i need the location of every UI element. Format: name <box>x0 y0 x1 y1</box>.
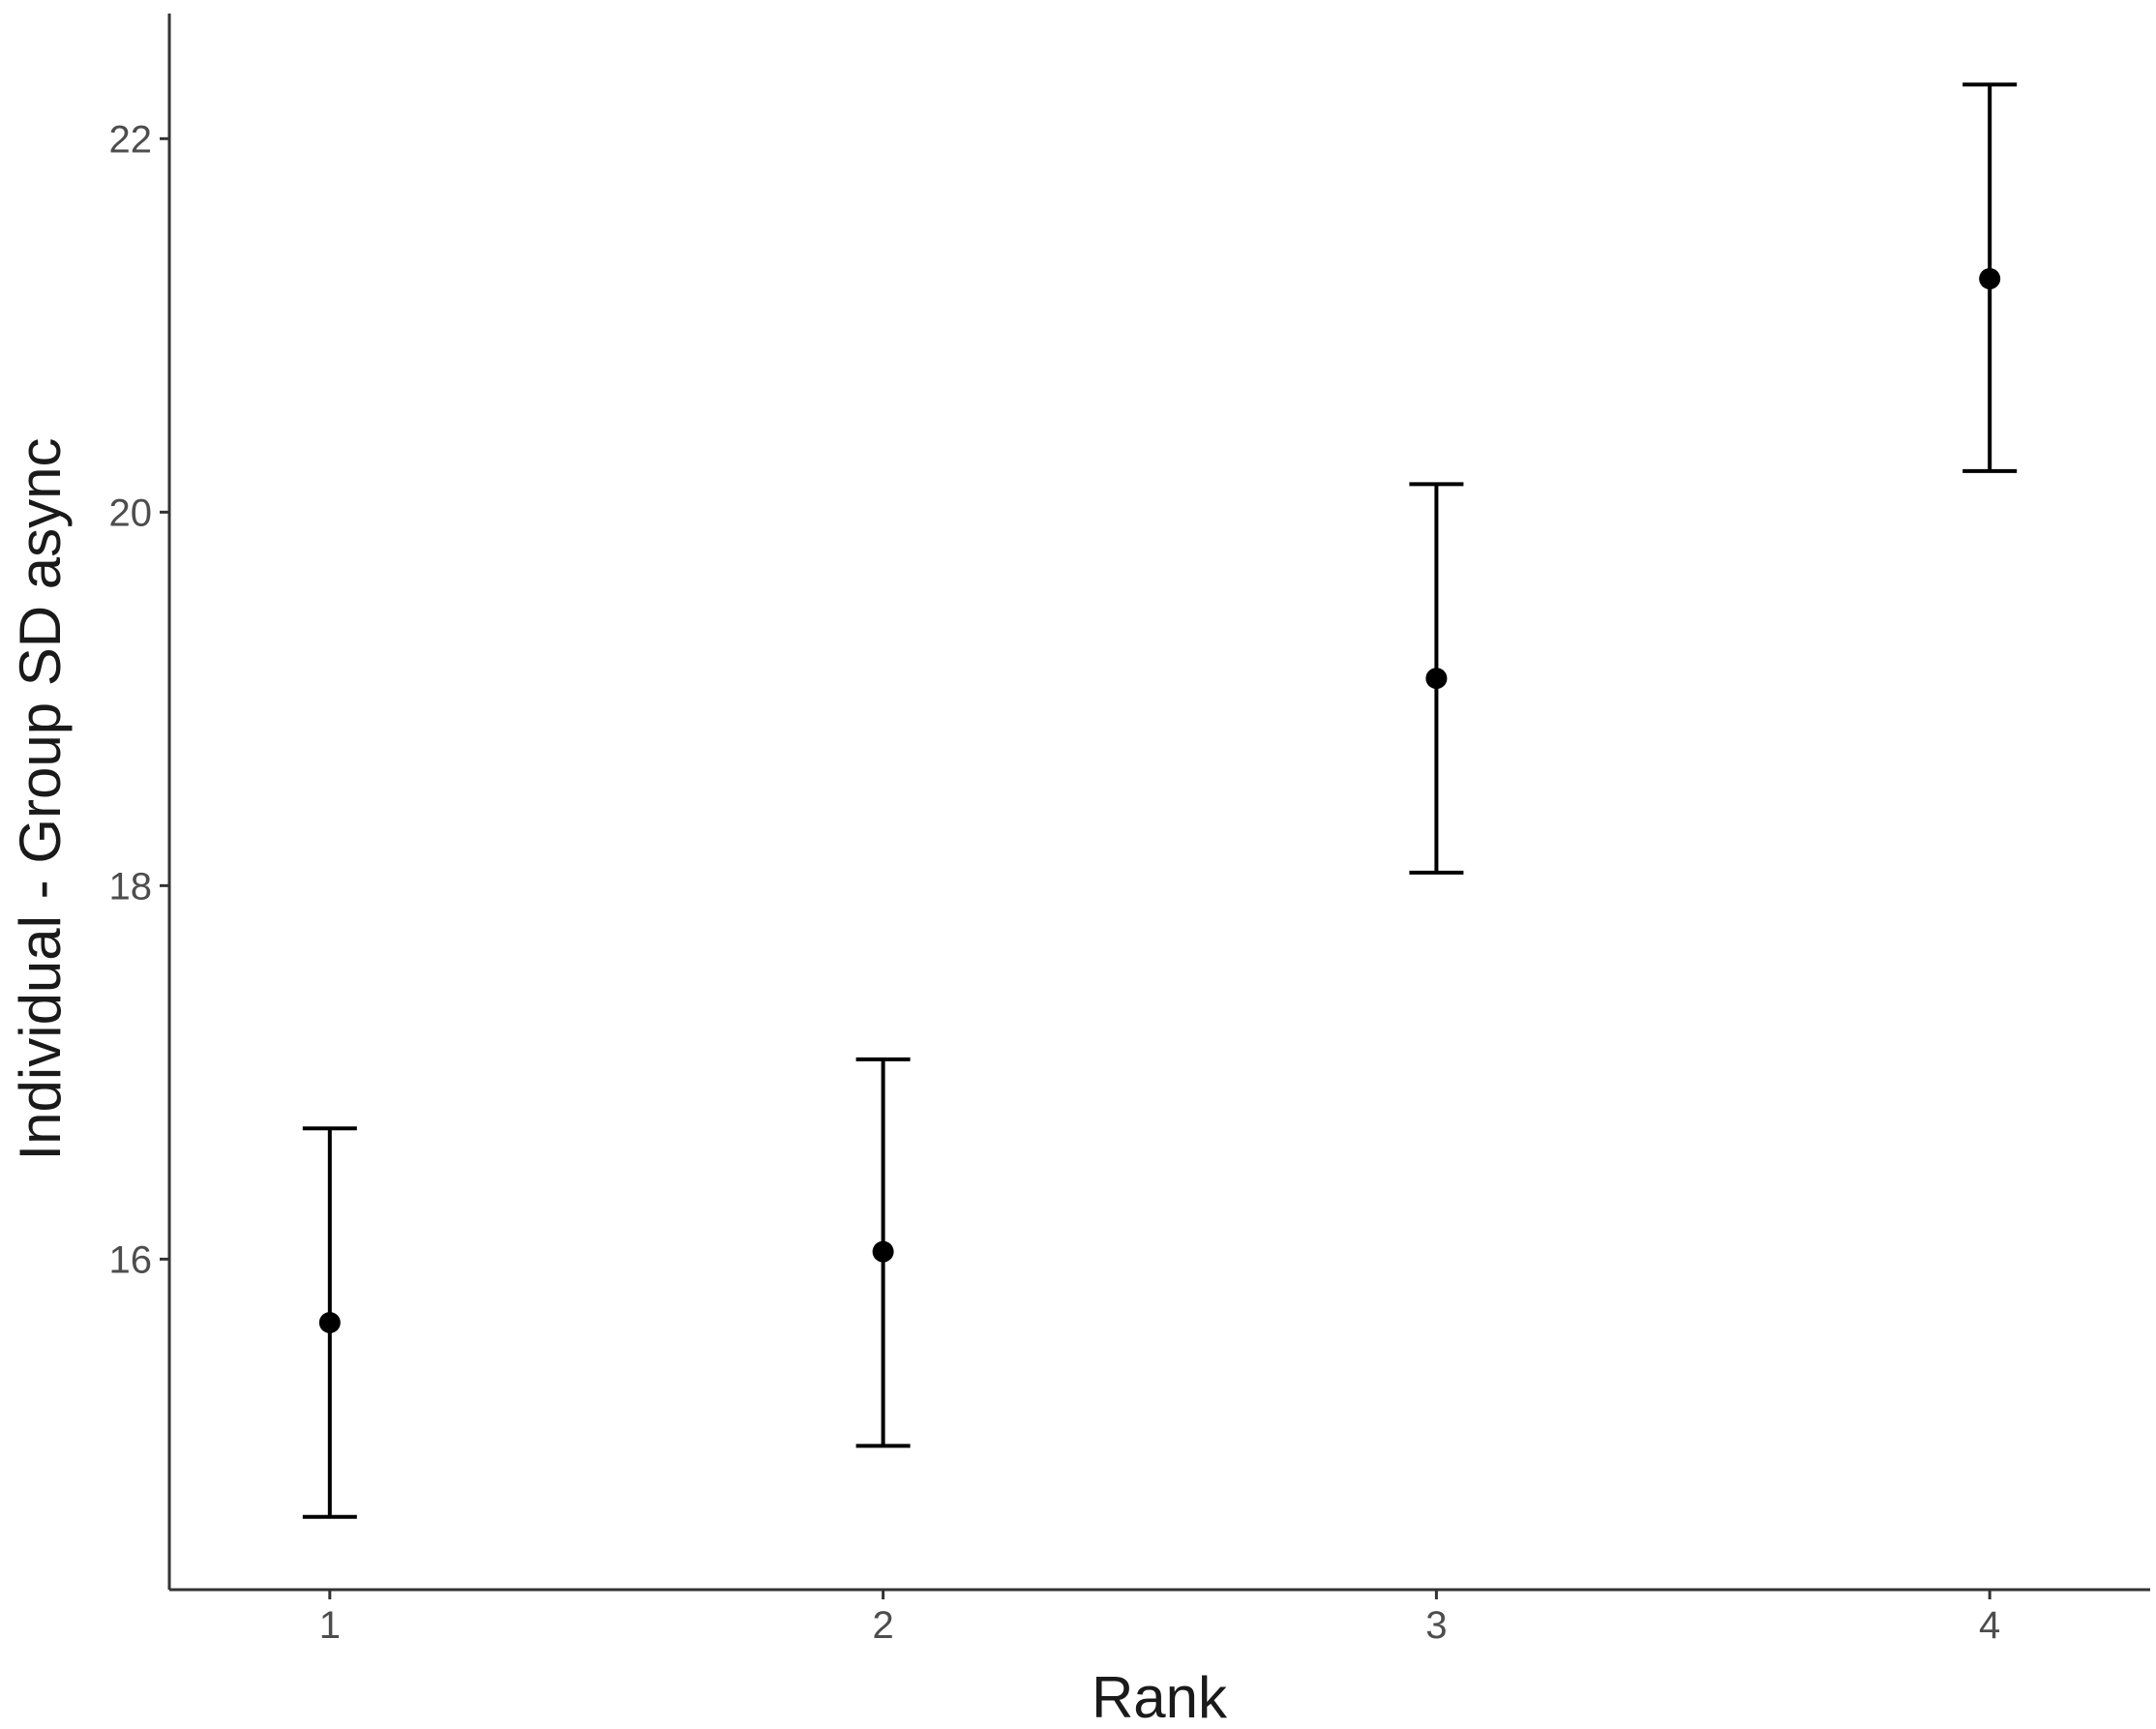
y-tick-label: 16 <box>109 1238 153 1281</box>
y-tick-label: 20 <box>109 492 153 534</box>
x-tick-label: 1 <box>319 1604 341 1647</box>
point <box>872 1240 894 1263</box>
point <box>318 1311 341 1333</box>
x-tick-label: 2 <box>872 1604 893 1647</box>
y-axis-title: Individual - Group SD async <box>8 437 73 1160</box>
x-tick-label: 3 <box>1425 1604 1447 1647</box>
point <box>1425 668 1448 690</box>
point <box>1979 268 2001 290</box>
y-tick-label: 18 <box>109 865 153 908</box>
x-tick-label: 4 <box>1979 1604 2000 1647</box>
y-tick-label: 22 <box>109 118 153 161</box>
x-axis-title: Rank <box>1092 1665 1228 1729</box>
